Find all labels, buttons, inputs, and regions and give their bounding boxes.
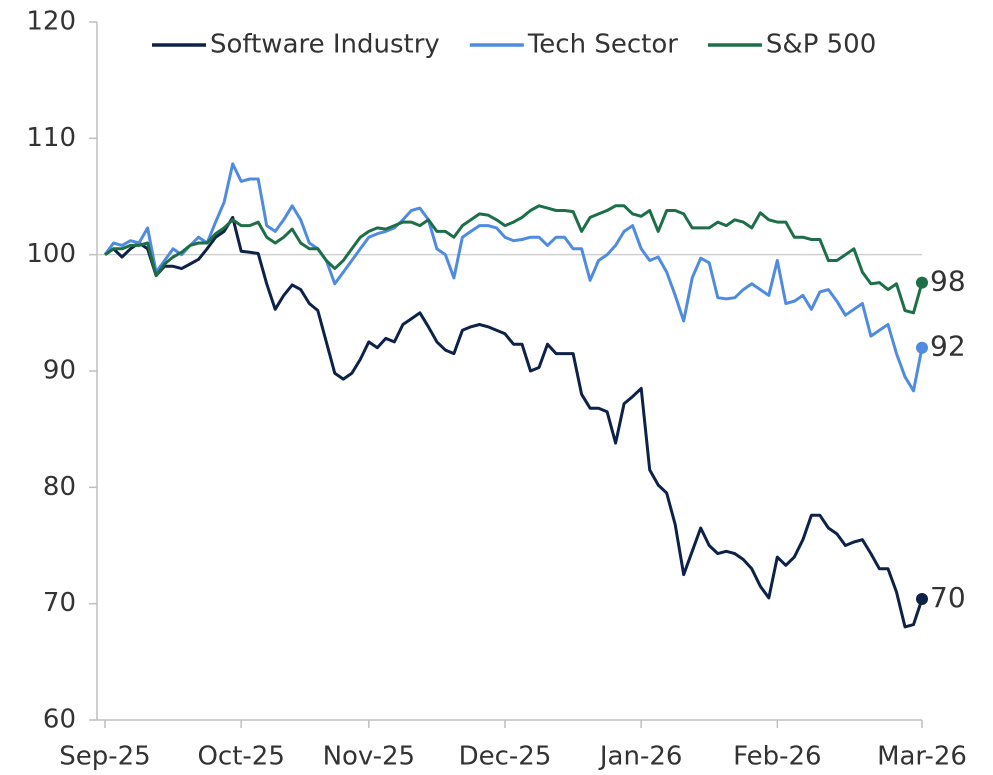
legend-label: Tech Sector xyxy=(527,30,678,60)
x-tick-label: Nov-25 xyxy=(323,742,416,772)
value-label: 92 xyxy=(930,330,966,363)
value-label: 98 xyxy=(930,265,966,298)
x-tick-label: Oct-25 xyxy=(197,742,284,772)
series-line xyxy=(104,215,924,629)
x-tick-label: Mar-26 xyxy=(877,742,967,772)
y-tick-label: 80 xyxy=(43,472,76,502)
x-tick-label: Jan-26 xyxy=(598,742,683,772)
y-tick-label: 120 xyxy=(26,7,76,37)
x-tick-label: Dec-25 xyxy=(459,742,552,772)
x-tick-label: Feb-26 xyxy=(733,742,822,772)
y-tick-label: 60 xyxy=(43,705,76,735)
legend-label: Software Industry xyxy=(210,30,440,60)
series-line xyxy=(103,162,924,393)
end-point xyxy=(916,593,928,606)
series-line xyxy=(104,204,924,315)
y-tick-label: 110 xyxy=(26,123,76,153)
value-label: 70 xyxy=(930,581,966,614)
end-point xyxy=(916,341,928,354)
y-tick-label: 70 xyxy=(43,588,76,618)
end-point xyxy=(916,276,928,289)
x-tick-label: Sep-25 xyxy=(59,742,150,772)
legend-label: S&P 500 xyxy=(766,30,876,60)
y-tick-label: 100 xyxy=(26,239,76,269)
y-tick-label: 90 xyxy=(43,356,76,386)
